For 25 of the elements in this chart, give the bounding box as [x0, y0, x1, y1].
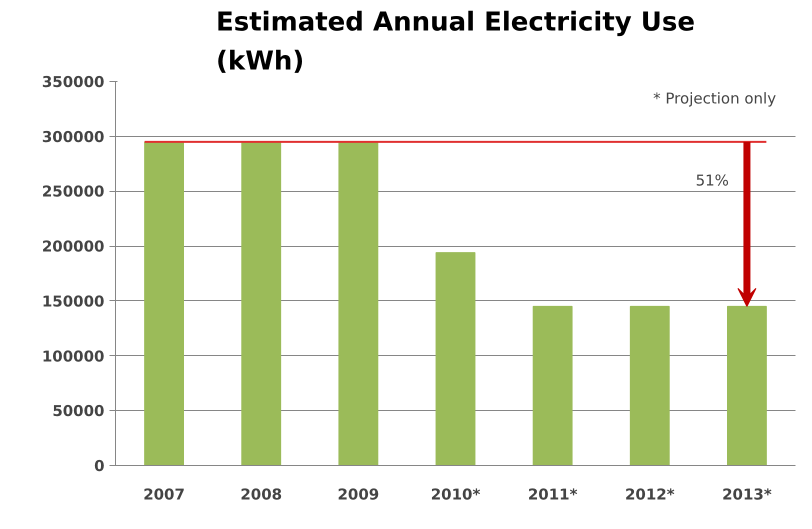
annotation: * Projection only [653, 90, 776, 108]
chart-title: Estimated Annual Electricity Use (kWh) [216, 8, 695, 76]
x-tick-label: 2011* [528, 486, 578, 504]
x-tick-label: 2007 [143, 486, 185, 504]
bar [338, 141, 378, 466]
y-tick-label: 300000 [42, 128, 105, 146]
x-tick-label: 2013* [722, 486, 772, 504]
y-tick-label: 350000 [42, 73, 105, 91]
bar [241, 141, 282, 466]
y-tick-label: 150000 [42, 292, 105, 310]
bar [436, 252, 476, 466]
bar [532, 306, 573, 466]
y-tick-label: 200000 [42, 238, 105, 256]
bar [144, 141, 184, 466]
y-tick-label: 0 [94, 457, 104, 475]
annotation: 51% [696, 172, 729, 190]
bar [727, 306, 767, 466]
y-tick-label: 50000 [52, 402, 104, 420]
x-tick-label: 2010* [430, 486, 480, 504]
bar [630, 306, 670, 466]
y-tick-label: 100000 [42, 347, 105, 366]
y-tick-label: 250000 [42, 182, 105, 201]
x-tick-label: 2012* [624, 486, 675, 504]
x-tick-label: 2009 [337, 486, 380, 504]
x-tick-label: 2008 [240, 486, 282, 504]
